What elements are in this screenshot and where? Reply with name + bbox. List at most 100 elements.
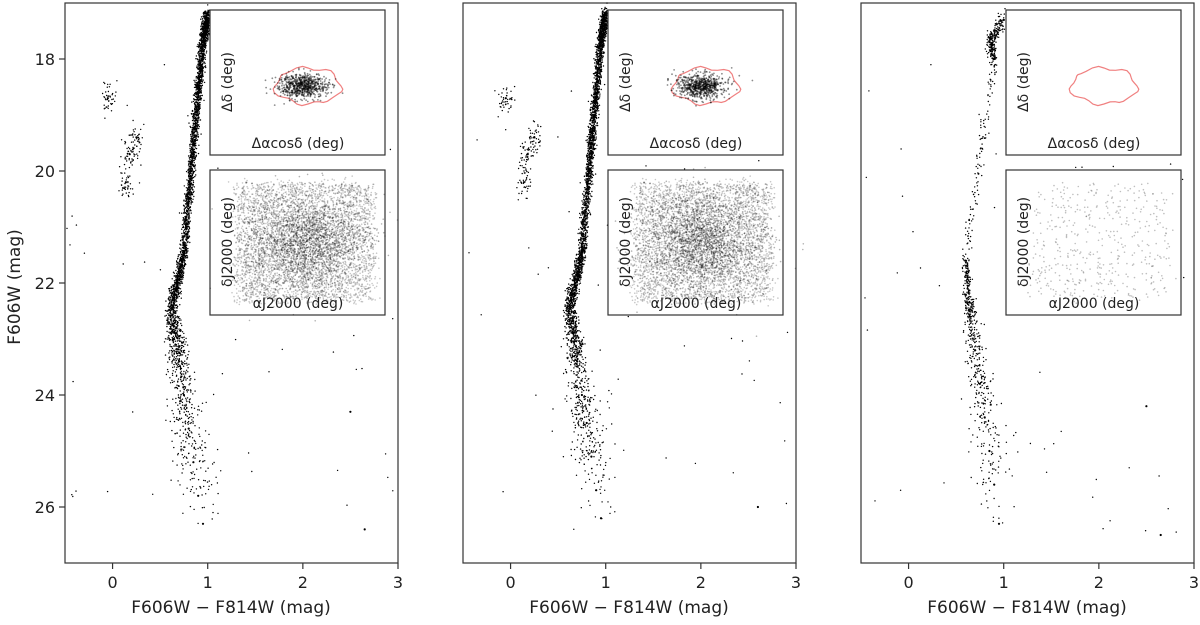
star-point bbox=[181, 337, 184, 339]
star-point bbox=[173, 353, 175, 355]
star-point bbox=[171, 362, 173, 364]
star-point bbox=[173, 331, 175, 333]
star-point bbox=[182, 255, 184, 257]
star-point bbox=[194, 122, 196, 125]
star-point bbox=[193, 492, 195, 494]
sky-point bbox=[300, 210, 303, 213]
pm-point bbox=[341, 92, 344, 95]
star-point bbox=[140, 164, 142, 166]
star-point bbox=[251, 470, 253, 473]
star-point bbox=[192, 183, 194, 186]
star-point bbox=[198, 119, 200, 121]
star-point bbox=[121, 177, 124, 179]
pm-point bbox=[288, 78, 291, 80]
star-point bbox=[190, 195, 192, 197]
star-point bbox=[197, 104, 200, 107]
star-point bbox=[143, 123, 145, 126]
star-point bbox=[197, 522, 199, 525]
sky-point bbox=[361, 261, 363, 264]
star-point bbox=[104, 82, 106, 85]
star-point bbox=[196, 118, 198, 121]
star-point bbox=[189, 217, 191, 219]
star-point bbox=[192, 417, 194, 419]
sky-point bbox=[240, 227, 243, 229]
star-point bbox=[109, 83, 111, 86]
star-point bbox=[170, 346, 172, 348]
star-point bbox=[206, 40, 209, 42]
star-point bbox=[172, 297, 175, 299]
star-point bbox=[174, 323, 176, 325]
star-point bbox=[193, 152, 195, 155]
star-point bbox=[196, 134, 198, 136]
star-point bbox=[194, 147, 196, 149]
star-point bbox=[185, 413, 187, 416]
star-point bbox=[363, 528, 366, 531]
star-point bbox=[200, 94, 202, 97]
star-point bbox=[192, 147, 194, 149]
star-point bbox=[185, 441, 187, 443]
star-point bbox=[172, 312, 175, 314]
star-point bbox=[114, 95, 117, 97]
pm-point bbox=[315, 73, 318, 76]
star-point bbox=[198, 111, 200, 113]
star-point bbox=[171, 372, 174, 375]
star-point bbox=[186, 251, 188, 253]
sky-point bbox=[373, 198, 375, 201]
star-point bbox=[180, 442, 182, 444]
star-point bbox=[199, 98, 202, 100]
pm-point bbox=[265, 86, 267, 89]
star-point bbox=[191, 146, 193, 148]
star-point bbox=[130, 149, 132, 152]
pm-point bbox=[295, 90, 297, 93]
star-point bbox=[195, 94, 198, 96]
star-point bbox=[200, 31, 202, 34]
star-point bbox=[193, 371, 196, 373]
star-point bbox=[197, 82, 199, 84]
star-point bbox=[183, 404, 185, 406]
star-point bbox=[179, 281, 182, 283]
star-point bbox=[170, 302, 172, 304]
star-point bbox=[200, 47, 203, 50]
star-point bbox=[187, 236, 190, 238]
star-point bbox=[166, 368, 169, 371]
star-point bbox=[179, 435, 181, 437]
star-point bbox=[185, 216, 187, 218]
star-point bbox=[187, 367, 189, 369]
star-point bbox=[118, 166, 121, 168]
star-point bbox=[187, 160, 190, 162]
star-point bbox=[185, 193, 187, 195]
pm-point bbox=[293, 86, 296, 89]
star-point bbox=[204, 56, 206, 59]
star-point bbox=[173, 280, 176, 282]
star-point bbox=[167, 309, 170, 311]
star-point bbox=[182, 384, 185, 386]
star-point bbox=[177, 297, 179, 299]
star-point bbox=[191, 119, 194, 122]
pm-point bbox=[279, 91, 282, 94]
star-point bbox=[187, 229, 190, 231]
star-point bbox=[204, 15, 206, 17]
star-point bbox=[197, 63, 199, 65]
star-point bbox=[186, 257, 189, 259]
star-point bbox=[168, 337, 170, 339]
star-point bbox=[186, 358, 188, 360]
star-point bbox=[180, 344, 182, 347]
star-point bbox=[174, 344, 176, 346]
star-point bbox=[177, 408, 179, 410]
star-point bbox=[185, 240, 188, 242]
star-point bbox=[177, 378, 180, 380]
sky-point bbox=[276, 257, 278, 259]
star-point bbox=[202, 454, 204, 456]
star-point bbox=[171, 288, 173, 291]
star-point bbox=[195, 92, 197, 95]
star-point bbox=[189, 241, 191, 244]
sky-point bbox=[351, 175, 354, 177]
star-point bbox=[199, 72, 201, 75]
star-point bbox=[182, 230, 185, 232]
star-point bbox=[187, 115, 189, 117]
star-point bbox=[129, 188, 132, 190]
star-point bbox=[199, 106, 201, 108]
pm-point bbox=[299, 83, 302, 86]
star-point bbox=[361, 367, 363, 370]
star-point bbox=[175, 343, 177, 346]
